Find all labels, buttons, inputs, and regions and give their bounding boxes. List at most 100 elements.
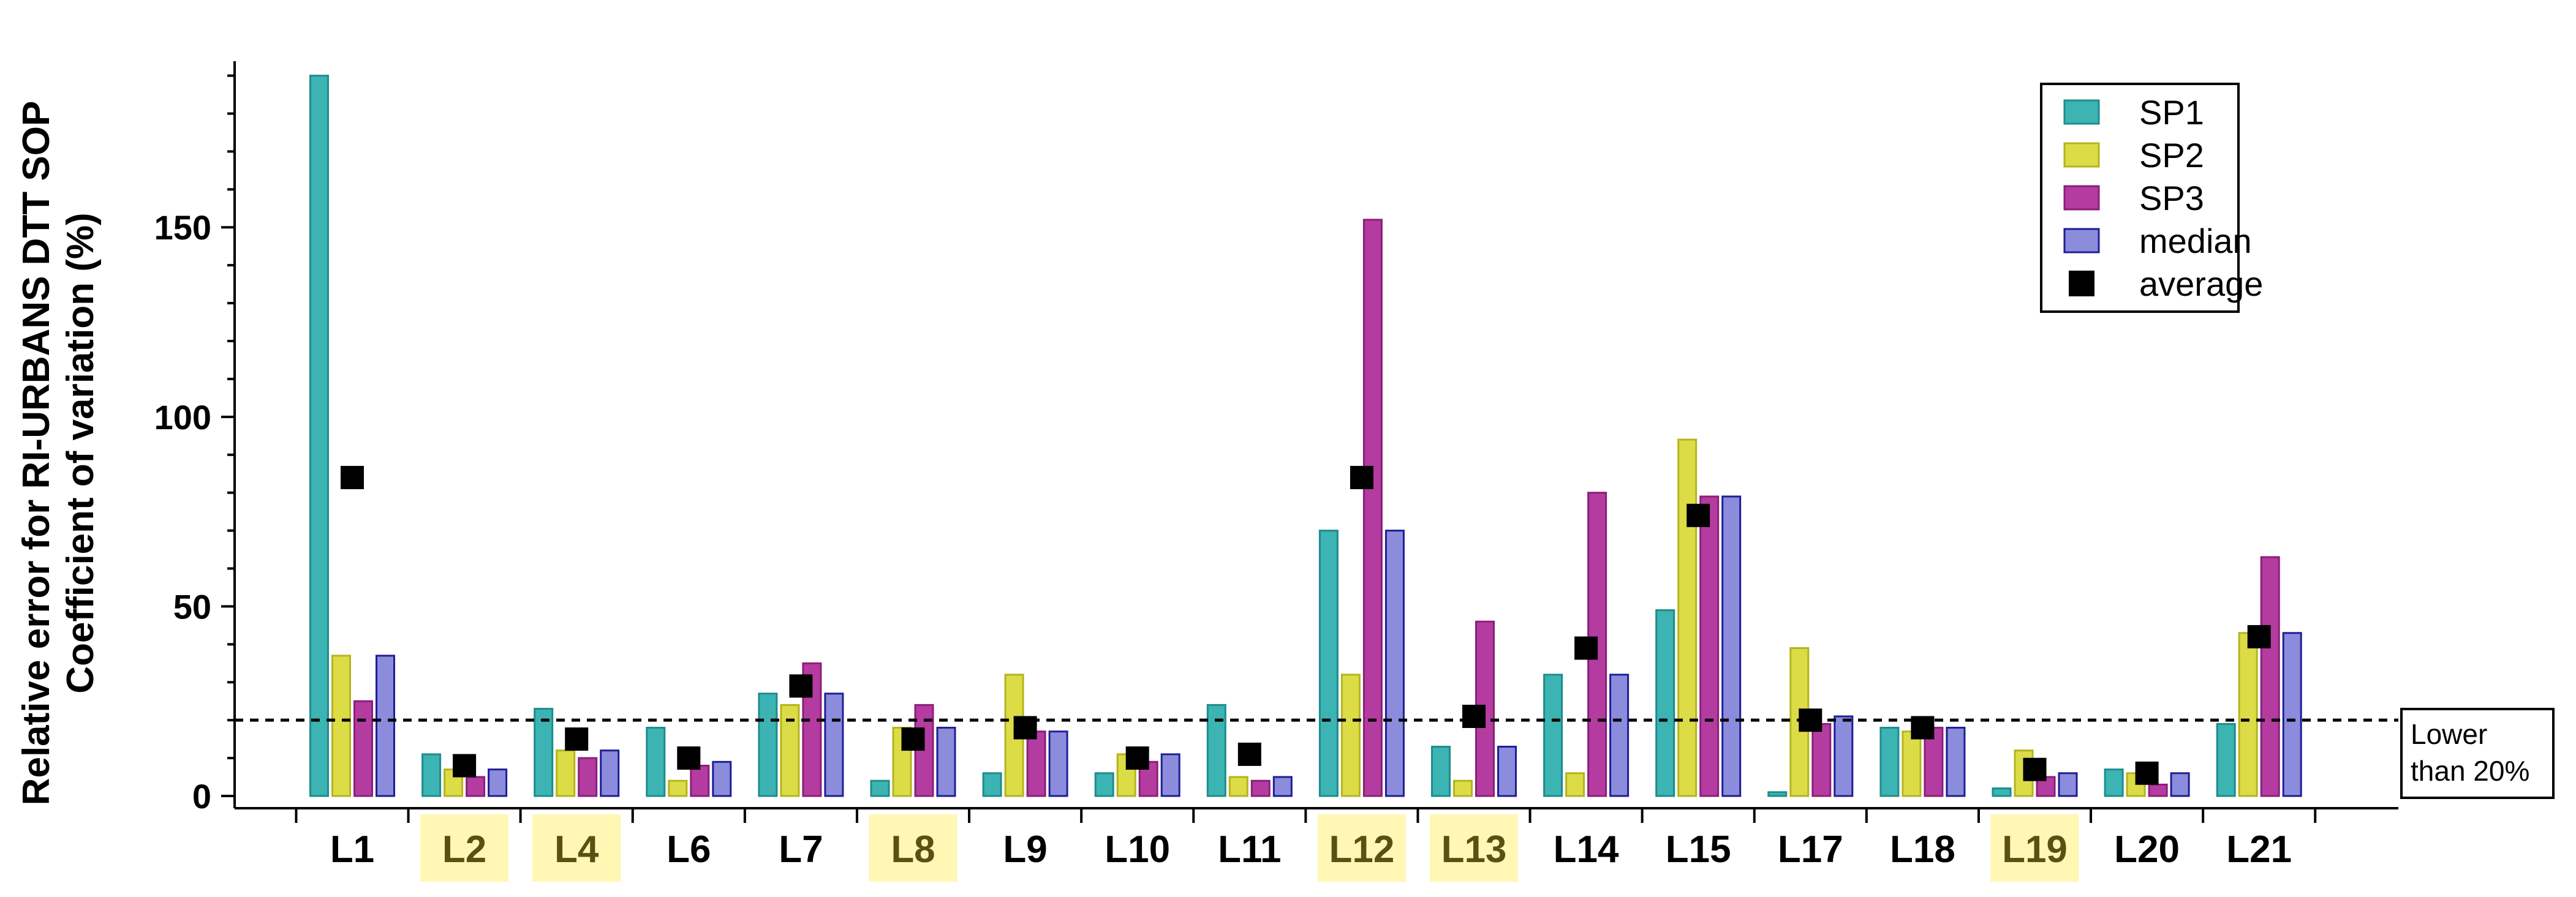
category-label-L11: L11 [1218, 828, 1281, 871]
bar-SP3-L11 [1250, 779, 1271, 797]
category-label-L17: L17 [1778, 828, 1843, 871]
bar-median-L11 [1272, 776, 1293, 797]
bar-SP2-L18 [1902, 730, 1922, 797]
bar-median-L13 [1497, 746, 1517, 797]
category-label-L4: L4 [554, 828, 599, 871]
legend-label-median: median [2139, 222, 2252, 260]
bar-median-L8 [936, 727, 956, 797]
bar-SP2-L13 [1453, 779, 1473, 797]
average-marker-L1 [341, 465, 364, 489]
category-label-L13: L13 [1441, 828, 1507, 871]
category-label-L1: L1 [330, 828, 374, 871]
legend-swatch-average [2069, 271, 2094, 296]
axes: 0 50 100 150 [154, 61, 2398, 823]
category-label-L10: L10 [1105, 828, 1170, 871]
bar-SP3-L17 [1811, 722, 1832, 797]
average-marker-L17 [1799, 708, 1822, 732]
bar-SP2-L6 [668, 779, 688, 797]
category-highlight-L8 [869, 814, 958, 882]
legend-label-average: average [2139, 265, 2263, 303]
bar-SP1-L10 [1094, 772, 1114, 797]
average-marker-L19 [2023, 757, 2047, 781]
category-label-L6: L6 [667, 828, 711, 871]
average-marker-L7 [789, 674, 813, 698]
bar-SP1-L13 [1431, 746, 1451, 797]
legend-label-SP1: SP1 [2139, 93, 2204, 132]
bar-median-L18 [1946, 727, 1966, 797]
category-label-L19: L19 [2002, 828, 2068, 871]
average-marker-L4 [565, 727, 589, 751]
y-tick-label-150: 150 [154, 208, 211, 247]
average-marker-L11 [1237, 742, 1261, 766]
legend-label-SP3: SP3 [2139, 179, 2204, 217]
average-marker-L2 [453, 754, 477, 778]
bar-median-L19 [2058, 772, 2078, 797]
legend-swatch-SP1 [2063, 99, 2100, 125]
bar-SP1-L18 [1879, 727, 1900, 797]
average-marker-L15 [1686, 503, 1710, 527]
bar-SP1-L4 [534, 708, 554, 797]
y-axis-label-line2: Coefficient of variation (%) [59, 212, 102, 693]
category-label-L18: L18 [1890, 828, 1955, 871]
bar-SP3-L4 [578, 757, 598, 797]
category-highlight-L19 [1990, 814, 2079, 882]
reference-line-group: Lower than 20% [235, 708, 2555, 799]
bar-SP1-L1 [309, 75, 329, 797]
y-tick-label-100: 100 [154, 398, 211, 437]
y-tick-label-50: 50 [173, 587, 211, 626]
legend-swatch-median [2063, 228, 2100, 253]
reference-note-box [2400, 708, 2555, 799]
bar-SP3-L20 [2148, 783, 2168, 797]
legend-label-SP2: SP2 [2139, 136, 2204, 175]
bar-SP1-L21 [2216, 722, 2236, 797]
bar-SP3-L9 [1026, 730, 1046, 797]
bar-median-L6 [712, 760, 732, 797]
bar-SP1-L15 [1655, 609, 1675, 797]
bar-SP1-L6 [646, 727, 666, 797]
average-marker-L20 [2135, 761, 2159, 785]
bar-SP1-L9 [982, 772, 1002, 797]
bar-SP2-L15 [1677, 438, 1698, 797]
category-label-L7: L7 [779, 828, 823, 871]
bar-median-L1 [376, 655, 395, 797]
category-label-L14: L14 [1554, 828, 1619, 871]
category-label-L21: L21 [2226, 828, 2292, 871]
average-marker-L9 [1013, 716, 1037, 740]
reference-note-line-1: Lower [2411, 718, 2487, 750]
legend-swatch-SP3 [2063, 185, 2100, 211]
category-highlight-L4 [532, 814, 621, 882]
category-labels: L1 L2 L4 L6 L7 L8 L9 L10 L11 L12 L13 L14 L15 L17 L18 L1… [330, 828, 2292, 871]
bar-SP2-L1 [331, 655, 351, 797]
bar-SP1-L17 [1767, 791, 1788, 797]
average-marker-L10 [1125, 746, 1149, 770]
average-markers [341, 465, 2271, 785]
bar-median-L14 [1609, 674, 1630, 797]
bar-median-L4 [600, 749, 620, 797]
average-marker-L13 [1462, 705, 1486, 728]
average-marker-L12 [1350, 465, 1373, 489]
bar-SP2-L11 [1228, 776, 1248, 797]
bar-median-L17 [1834, 715, 1854, 797]
category-highlight-L12 [1317, 814, 1406, 882]
y-tick-label-0: 0 [192, 777, 211, 816]
bar-SP3-L2 [466, 776, 486, 797]
bar-SP2-L21 [2238, 632, 2258, 797]
bar-SP3-L15 [1699, 495, 1720, 797]
reference-note-line-2: than 20% [2411, 755, 2529, 787]
average-marker-L21 [2247, 625, 2271, 648]
bar-median-L12 [1384, 530, 1405, 797]
bar-SP2-L12 [1340, 674, 1361, 797]
bars [309, 75, 2302, 797]
bar-SP1-L20 [2104, 768, 2124, 797]
category-highlights [420, 814, 2079, 882]
bar-SP1-L19 [1992, 787, 2012, 797]
bar-SP2-L7 [780, 704, 800, 797]
category-label-L8: L8 [891, 828, 935, 871]
bar-SP3-L21 [2260, 556, 2280, 797]
category-highlight-L2 [420, 814, 509, 882]
bar-median-L20 [2170, 772, 2190, 797]
bar-median-L15 [1721, 495, 1742, 797]
bar-SP1-L2 [421, 753, 442, 797]
category-label-L12: L12 [1329, 828, 1394, 871]
